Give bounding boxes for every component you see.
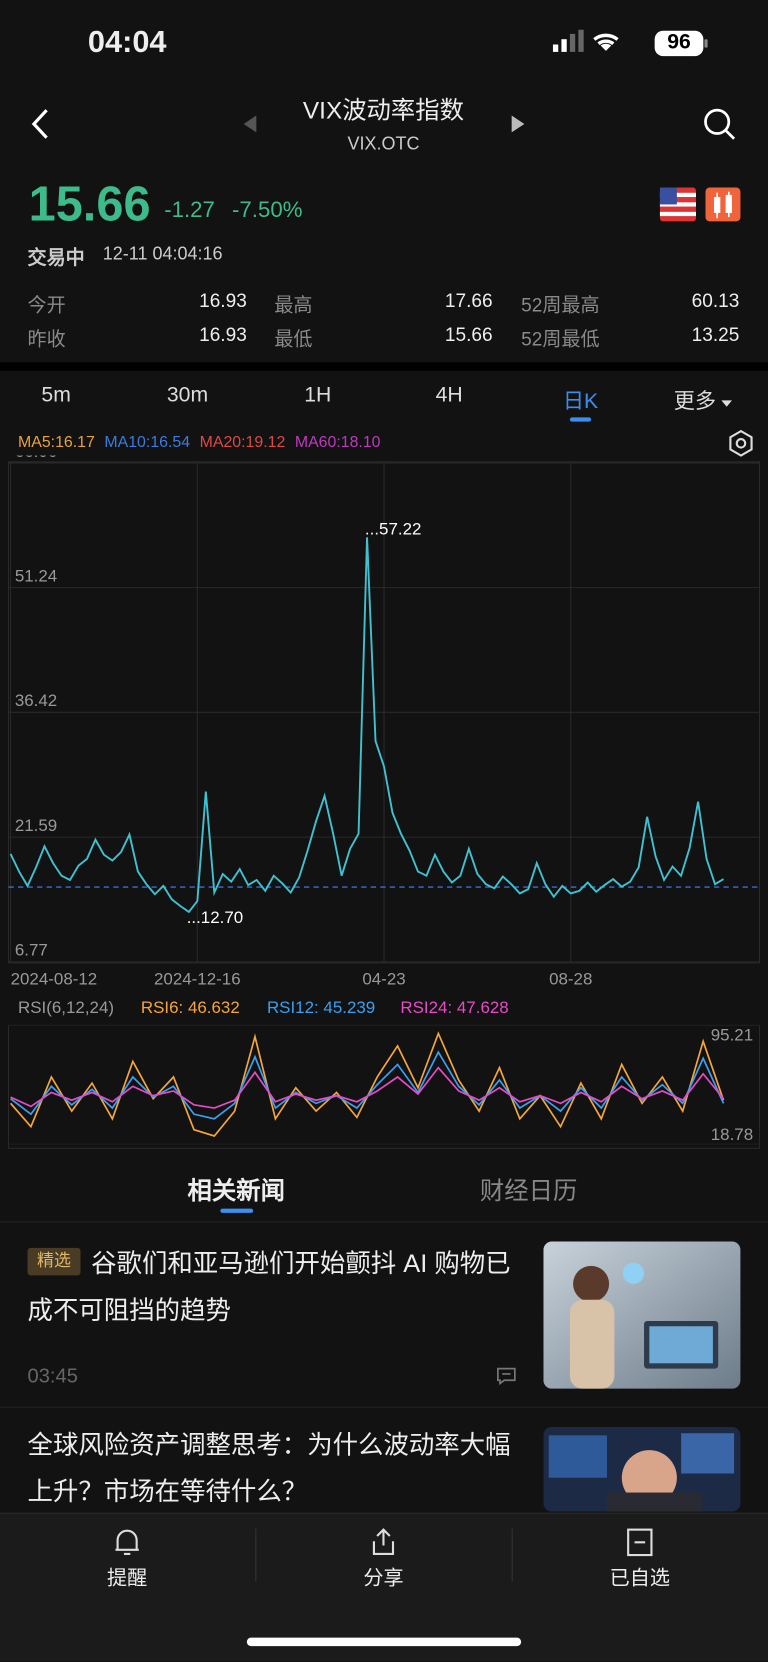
watchlist-icon[interactable]: [625, 1526, 655, 1558]
period-tab[interactable]: 1H: [304, 383, 332, 407]
ma-value: MA20:19.12: [199, 433, 286, 452]
rsi-line: [10, 1050, 725, 1120]
search-button[interactable]: [701, 106, 737, 142]
period-tab[interactable]: 4H: [435, 383, 463, 407]
divider: [511, 1528, 513, 1582]
ma-value: MA5:16.17: [18, 433, 95, 452]
period-tab[interactable]: 日K: [562, 389, 599, 414]
battery-level: 96: [667, 30, 691, 55]
legend-entry: RSI24: 47.628: [400, 998, 508, 1017]
extreme-label: ...12.70: [187, 908, 244, 927]
share-icon[interactable]: [369, 1526, 399, 1558]
x-tick-label: 2024-12-16: [154, 969, 241, 988]
news-title[interactable]: 全球风险资产调整思考：为什么波动率大幅上升？市场在等待什么？: [27, 1431, 511, 1507]
y-tick-label: 95.21: [711, 1025, 753, 1044]
news-time: 03:45: [27, 1365, 78, 1388]
caret: [721, 400, 732, 407]
price-change-pct: -7.50%: [231, 198, 303, 223]
stat-label: 昨收: [27, 328, 66, 350]
prev-arrow[interactable]: [242, 114, 259, 133]
settings-button[interactable]: [727, 429, 756, 458]
news-tag: 精选: [27, 1247, 81, 1276]
timestamp: 12-11 04:04:16: [102, 243, 223, 264]
comment-icon[interactable]: [496, 1366, 517, 1386]
dropdown-caret: [721, 400, 732, 407]
status-time: 04:04: [87, 25, 167, 60]
y-tick-label: 66.06: [15, 455, 57, 460]
stat-value: 60.13: [691, 290, 740, 312]
extreme-label: ...57.22: [365, 519, 422, 538]
chart-area: 6.77 21.59 36.42 51.24 66.06 2024-08-12 2024-1…: [7, 455, 761, 1149]
stat-value: 17.66: [444, 290, 493, 312]
y-tick-label: 6.77: [15, 941, 48, 960]
stat-value: 15.66: [444, 324, 493, 346]
period-tab[interactable]: 更多: [674, 383, 733, 414]
y-tick-label: 36.42: [15, 691, 57, 710]
toolbar-label[interactable]: 分享: [363, 1567, 404, 1591]
ma-value: MA60:18.10: [294, 433, 381, 452]
stat-label: 今开: [27, 294, 66, 316]
divider: [0, 1221, 768, 1223]
stat-value: 16.93: [199, 290, 247, 312]
news-tab[interactable]: 财经日历: [479, 1176, 578, 1205]
market-flags: [659, 187, 741, 222]
header-title: VIX波动率指数: [302, 96, 465, 124]
period-tab[interactable]: 30m: [166, 383, 209, 407]
legend-entry: RSI6: 46.632: [141, 998, 240, 1017]
tab-indicator: [220, 1208, 254, 1213]
rsi-line: [10, 1066, 725, 1109]
stat-label: 最高: [274, 294, 313, 316]
y-tick-label: 18.78: [711, 1125, 753, 1144]
stat-label: 52周最低: [521, 328, 600, 350]
tab-indicator: [569, 417, 592, 422]
stat-value: 16.93: [199, 324, 247, 346]
stat-value: 13.25: [691, 324, 740, 346]
alert-icon[interactable]: [112, 1526, 142, 1558]
ma-legend: MA5:16.17 MA10:16.54 MA20:19.12 MA60:18.10: [18, 433, 390, 451]
divider: [0, 362, 768, 371]
stat-label: 最低: [274, 328, 313, 350]
last-price: 15.66: [28, 175, 151, 231]
home-indicator: [246, 1637, 522, 1647]
news-image: [543, 1426, 741, 1512]
toolbar-label[interactable]: 已自选: [609, 1567, 671, 1591]
stat-label: 52周最高: [521, 294, 600, 316]
status-icons: [552, 29, 708, 57]
toolbar-label[interactable]: 提醒: [106, 1567, 148, 1591]
period-tab[interactable]: 5m: [41, 383, 71, 407]
legend-entry: RSI12: 45.239: [267, 998, 375, 1017]
news-image: [543, 1241, 741, 1389]
price-change: -1.27: [164, 198, 215, 223]
x-tick-label: 2024-08-12: [11, 969, 98, 988]
y-tick-label: 51.24: [15, 567, 57, 586]
back-button[interactable]: [25, 106, 57, 142]
indicator-title: RSI(6,12,24): [18, 998, 114, 1017]
header-subtitle: VIX.OTC: [347, 133, 420, 154]
x-tick-label: 04-23: [362, 969, 405, 988]
divider: [0, 1406, 768, 1408]
price-line: [9, 537, 724, 914]
news-tab-active[interactable]: 相关新闻: [187, 1176, 285, 1205]
next-arrow[interactable]: [510, 114, 527, 133]
divider: [255, 1528, 257, 1582]
ma-value: MA10:16.54: [104, 433, 191, 452]
news-title: 谷歌们和亚马逊们开始颤抖 AI 购物已成不可阻挡的趋势: [27, 1249, 511, 1326]
market-status: 交易中: [27, 246, 85, 269]
x-tick-label: 08-28: [549, 969, 592, 988]
y-tick-label: 21.59: [15, 816, 57, 835]
